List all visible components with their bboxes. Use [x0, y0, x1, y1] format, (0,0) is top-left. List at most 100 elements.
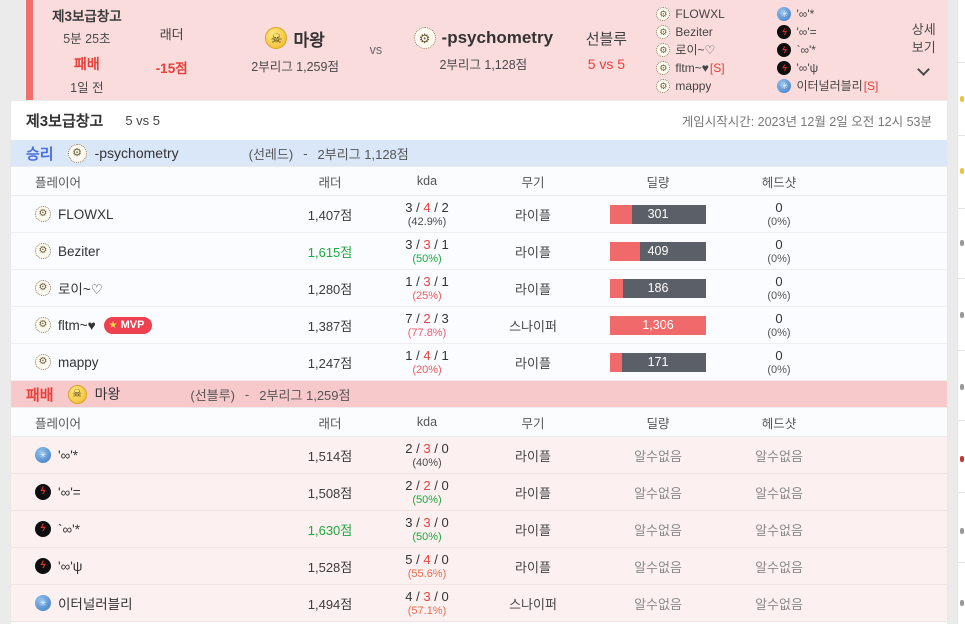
winner-side-label: (선레드): [248, 146, 294, 162]
loser-team-name[interactable]: 마왕: [94, 386, 121, 402]
clan-black-icon: ϟ: [777, 61, 792, 75]
col-weapon: 무기: [521, 175, 545, 190]
kda-cell: 1 / 3 / 1 (25%): [371, 274, 483, 302]
winner-player-rows: ⚙ FLOWXL ★ 1,407점 3 / 4 / 2 (42.9%) 라이플 …: [11, 196, 947, 381]
clan-blue-icon: ✳: [777, 7, 792, 21]
damage-cell: 409: [583, 241, 733, 261]
player-name[interactable]: mappy: [58, 354, 99, 370]
winner-section-bar: 승리 ⚙ -psychometry (선레드) - 2부리그 1,128점: [11, 140, 947, 166]
header-score: 5 vs 5: [587, 56, 626, 72]
streamer-tag: [S]: [863, 79, 879, 93]
loser-league: 2부리그 1,259점: [259, 387, 351, 403]
table-row: ϟ '∞'ψ ★ 1,528점 5 / 4 / 0 (55.6%) 라이플 알수…: [11, 548, 947, 585]
col-damage: 딜량: [646, 175, 670, 190]
clan-skull-icon: ☠: [67, 384, 87, 404]
weapon: 라이플: [515, 355, 551, 371]
ladder-points: 1,387점: [307, 318, 353, 334]
match-result: 패배: [73, 55, 100, 72]
player-name[interactable]: '∞'*: [58, 447, 79, 463]
clan-skull-icon: ☠: [265, 27, 288, 49]
damage-cell: 알수없음: [634, 448, 682, 464]
roster-player-name: fltm~♥: [675, 61, 709, 75]
ladder-points: 1,494점: [307, 596, 353, 612]
dash: -: [244, 386, 250, 402]
damage-cell: 301: [583, 204, 733, 224]
loser-player-rows: ✳ '∞'* ★ 1,514점 2 / 3 / 0 (40%) 라이플 알수없음…: [11, 437, 947, 622]
headshot-cell: 0 (0%): [767, 237, 791, 265]
roster-player-name: '∞'*: [796, 7, 815, 21]
damage-cell: 알수없음: [634, 522, 682, 538]
weapon: 라이플: [515, 448, 551, 464]
table-row: ϟ '∞'= ★ 1,508점 2 / 2 / 0 (50%) 라이플 알수없음…: [11, 474, 947, 511]
player-name[interactable]: fltm~♥: [58, 317, 96, 333]
ladder-label: 래더: [159, 26, 184, 42]
clan-gear-icon: ⚙: [35, 354, 51, 370]
kda-cell: 3 / 3 / 1 (50%): [371, 237, 483, 265]
roster-player: ϟ '∞'ψ: [777, 59, 905, 77]
winner-team-name[interactable]: -psychometry: [94, 145, 179, 161]
damage-bar: 1,306: [610, 315, 706, 335]
player-name[interactable]: FLOWXL: [58, 206, 114, 222]
match-detail-panel: 제3보급창고 5 vs 5 게임시작시간: 2023년 12월 2일 오전 12…: [10, 101, 948, 624]
ladder-points: 1,407점: [307, 207, 353, 223]
player-name[interactable]: 로이~♡: [58, 282, 103, 297]
clan-gear-icon: ⚙: [413, 27, 436, 49]
headshot-cell: 0 (0%): [767, 200, 791, 228]
clan-gear-icon: ⚙: [67, 143, 87, 163]
star-icon: ★: [108, 319, 118, 331]
damage-bar: 171: [610, 352, 706, 372]
team-left-block: ☠ 마왕 2부리그 1,259점: [227, 26, 364, 75]
roster-player: ✳ '∞'*: [777, 5, 905, 23]
kda-cell: 5 / 4 / 0 (55.6%): [371, 552, 483, 580]
col-player: 플레이어: [35, 416, 82, 431]
detail-toggle-label: 상세보기: [911, 22, 936, 55]
kda-cell: 3 / 4 / 2 (42.9%): [371, 200, 483, 228]
roster-player: ⚙ Beziter: [656, 23, 751, 41]
roster-player-name: mappy: [675, 79, 712, 93]
table-row: ✳ 이터널러블리 ★ 1,494점 4 / 3 / 0 (57.1%) 스나이퍼…: [11, 585, 947, 622]
damage-bar: 301: [610, 204, 706, 224]
match-summary-card: 제3보급창고 5분 25초 패배 1일 전 래더 -15점 ☠ 마왕 2부리그 …: [26, 0, 948, 100]
clan-gear-icon: ⚙: [656, 61, 671, 75]
kda-cell: 2 / 2 / 0 (50%): [371, 478, 483, 506]
player-name[interactable]: '∞'ψ: [58, 558, 83, 574]
col-kda: kda: [416, 415, 438, 429]
clan-gear-icon: ⚙: [35, 317, 51, 333]
headshot-cell: 알수없음: [755, 448, 803, 464]
ladder-points: 1,528점: [307, 559, 353, 575]
player-name[interactable]: 이터널러블리: [58, 597, 133, 612]
detail-map-name: 제3보급창고: [26, 113, 104, 130]
team-left-league: 2부리그 1,259점: [251, 59, 339, 74]
kill-rate: (42.9%): [407, 216, 447, 228]
team-right-league: 2부리그 1,128점: [439, 58, 528, 72]
col-player: 플레이어: [35, 175, 82, 190]
kill-rate: (50%): [412, 531, 442, 543]
loser-result-label: 패배: [26, 386, 54, 404]
player-name[interactable]: Beziter: [58, 243, 101, 259]
streamer-tag: [S]: [709, 61, 725, 75]
player-name[interactable]: '∞'=: [58, 484, 81, 500]
table-row: ⚙ Beziter ★ 1,615점 3 / 3 / 1 (50%) 라이플 4…: [11, 233, 947, 270]
kill-rate: (77.8%): [407, 327, 447, 339]
weapon: 라이플: [515, 207, 551, 223]
ladder-change-block: 래더 -15점: [139, 24, 205, 77]
weapon: 라이플: [515, 522, 551, 538]
clan-black-icon: ϟ: [777, 25, 792, 39]
detail-toggle-button[interactable]: 상세보기: [905, 21, 942, 79]
roster-player-name: 로이~♡: [675, 43, 716, 57]
clan-gear-icon: ⚙: [656, 7, 671, 21]
clan-black-icon: ϟ: [35, 558, 51, 574]
match-duration: 5분 25초: [63, 31, 111, 46]
col-headshot: 헤드샷: [761, 416, 797, 431]
winner-table-header: 플레이어 래더 kda 무기 딜량 헤드샷: [11, 166, 947, 196]
roster-player: ⚙ FLOWXL: [656, 5, 751, 23]
kill-rate: (25%): [412, 290, 442, 302]
roster-player: ⚙ 로이~♡: [656, 41, 751, 59]
chevron-down-icon: [917, 63, 931, 76]
kill-rate: (55.6%): [407, 568, 447, 580]
weapon: 스나이퍼: [509, 318, 557, 334]
kill-rate: (50%): [412, 494, 442, 506]
player-name[interactable]: `∞'*: [58, 521, 80, 537]
damage-cell: 알수없음: [634, 596, 682, 612]
team-right-name: -psychometry: [441, 28, 554, 47]
